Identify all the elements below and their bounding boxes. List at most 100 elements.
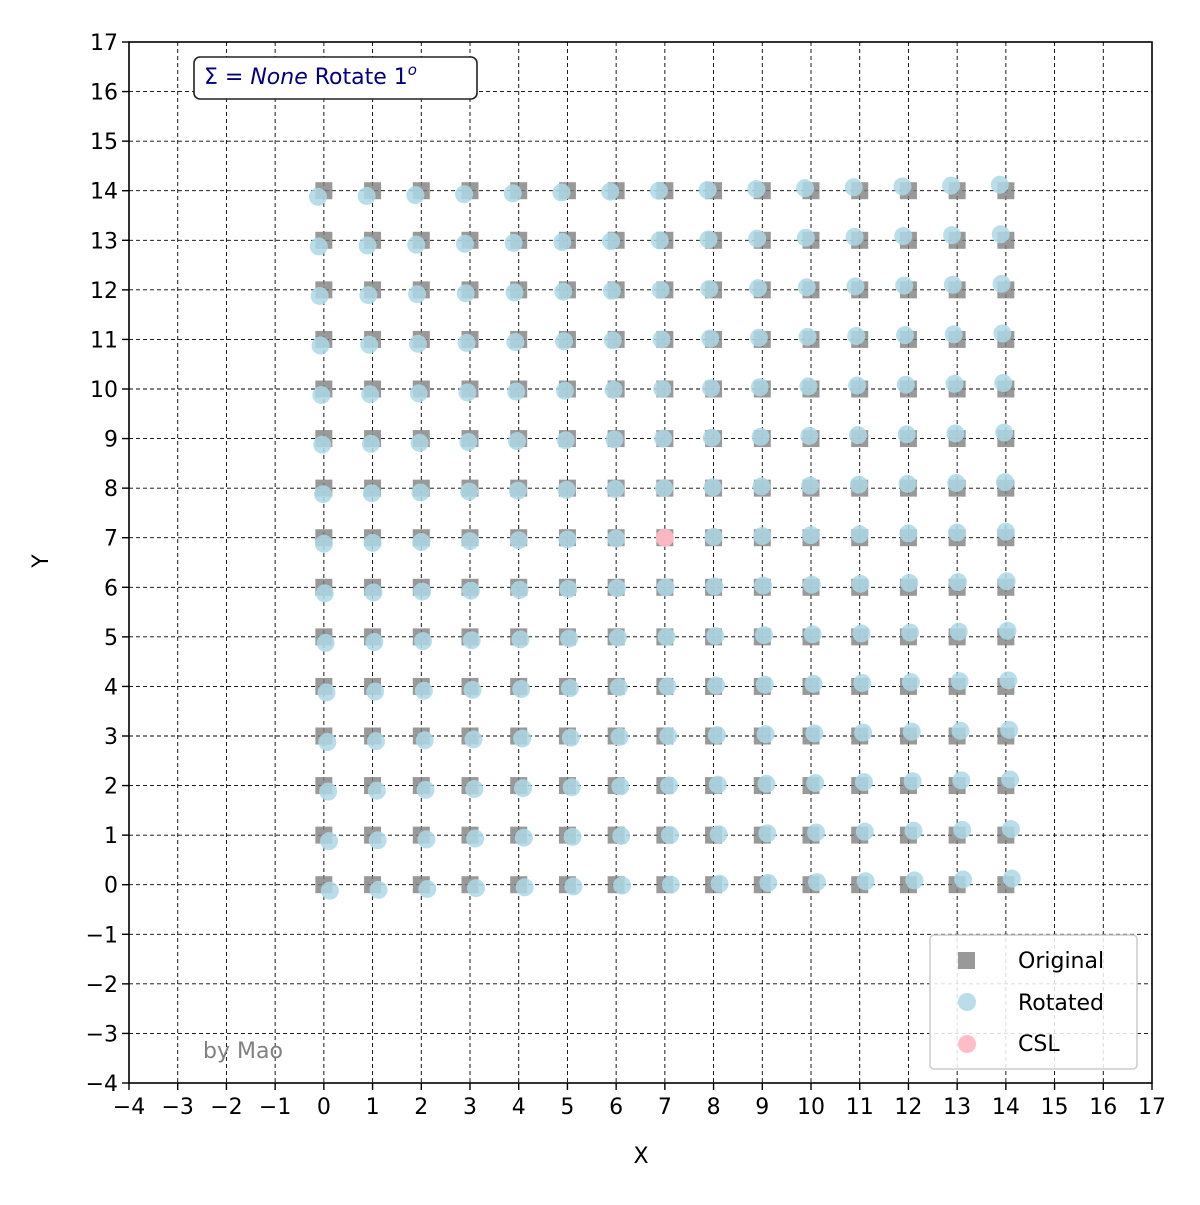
rotated-point (994, 373, 1013, 392)
rotated-point (555, 381, 574, 400)
rotated-point (902, 722, 921, 741)
rotated-point (367, 781, 386, 800)
rotated-point (801, 476, 820, 495)
rotated-point (654, 429, 673, 448)
x-tick-label: −4 (113, 1095, 145, 1120)
rotated-point (455, 234, 474, 253)
rotated-point (797, 278, 816, 297)
x-tick-label: 1 (366, 1095, 380, 1120)
rotated-point (414, 632, 433, 651)
rotated-point (564, 877, 583, 896)
rotated-point (414, 681, 433, 700)
rotated-point (320, 881, 339, 900)
rotated-point (601, 182, 620, 201)
rotated-point (855, 822, 874, 841)
rotated-point (995, 423, 1014, 442)
rotated-point (845, 227, 864, 246)
rotated-point (1001, 820, 1020, 839)
rotated-point (317, 683, 336, 702)
rotated-point (653, 380, 672, 399)
rotated-point (753, 526, 772, 545)
x-tick-label: 15 (1041, 1095, 1069, 1120)
rotated-point (360, 335, 379, 354)
y-tick-label: 6 (104, 576, 118, 601)
rotated-point (413, 582, 432, 601)
rotated-point (754, 626, 773, 645)
rotated-point (652, 330, 671, 349)
rotated-point (901, 623, 920, 642)
rotated-point (408, 334, 427, 353)
rotated-point (898, 474, 917, 493)
x-tick-label: 14 (992, 1095, 1020, 1120)
rotated-point (602, 281, 621, 300)
rotated-point (318, 733, 337, 752)
rotated-point (417, 830, 436, 849)
rotated-point (362, 484, 381, 503)
rotated-point (992, 274, 1011, 293)
x-tick-label: 6 (609, 1095, 623, 1120)
rotated-point (560, 679, 579, 698)
legend-label-rotated: Rotated (1018, 991, 1104, 1016)
legend-label-original: Original (1018, 949, 1104, 974)
grid-layer (129, 42, 1152, 1083)
annotation-text: Σ = None Rotate 1o (204, 61, 417, 90)
y-tick-label: 7 (104, 527, 118, 552)
rotated-point (847, 326, 866, 345)
x-tick-label: −1 (259, 1095, 291, 1120)
rotated-point (364, 583, 383, 602)
rotated-point (563, 827, 582, 846)
rotated-point (508, 481, 527, 500)
rotated-point (854, 773, 873, 792)
rotated-point (369, 880, 388, 899)
y-tick-label: 2 (104, 775, 118, 800)
rotated-point (459, 433, 478, 452)
x-tick-label: 7 (658, 1095, 672, 1120)
rotated-point (952, 771, 971, 790)
rotated-point (901, 673, 920, 692)
rotated-point (456, 284, 475, 303)
rotated-point (1000, 720, 1019, 739)
rotated-point (700, 280, 719, 299)
rotated-point (658, 677, 677, 696)
rotated-point (418, 879, 437, 898)
rotated-point (313, 435, 332, 454)
x-tick-label: 16 (1089, 1095, 1117, 1120)
rotated-point (661, 875, 680, 894)
rotated-point (948, 523, 967, 542)
rotated-point (463, 680, 482, 699)
rotated-point (954, 870, 973, 889)
rotated-point (844, 178, 863, 197)
rotated-point (800, 426, 819, 445)
rotated-point (747, 180, 766, 199)
rotated-point (796, 228, 815, 247)
rotated-point (702, 379, 721, 398)
x-tick-label: 2 (414, 1095, 428, 1120)
rotated-point (657, 627, 676, 646)
annotation-frame (193, 56, 478, 100)
rotated-point (407, 235, 426, 254)
rotated-point (367, 732, 386, 751)
rotated-point (602, 232, 621, 251)
rotated-point (846, 277, 865, 296)
rotated-point (513, 729, 532, 748)
rotated-point (608, 579, 627, 598)
x-axis-label: X (633, 1144, 648, 1169)
y-tick-label: 11 (90, 328, 118, 353)
rotated-point (894, 227, 913, 246)
rotated-point (408, 285, 427, 304)
rotated-point (466, 829, 485, 848)
rotated-point (997, 572, 1016, 591)
rotated-point (406, 186, 425, 205)
y-tick-label: 5 (104, 626, 118, 651)
rotated-point (853, 673, 872, 692)
rotated-point (848, 426, 867, 445)
rotated-point (604, 380, 623, 399)
rotated-point (755, 675, 774, 694)
rotated-point (611, 777, 630, 796)
rotated-point (361, 434, 380, 453)
rotated-point (748, 229, 767, 248)
rotated-point (991, 225, 1010, 244)
rotated-point (998, 621, 1017, 640)
rotated-point (950, 672, 969, 691)
